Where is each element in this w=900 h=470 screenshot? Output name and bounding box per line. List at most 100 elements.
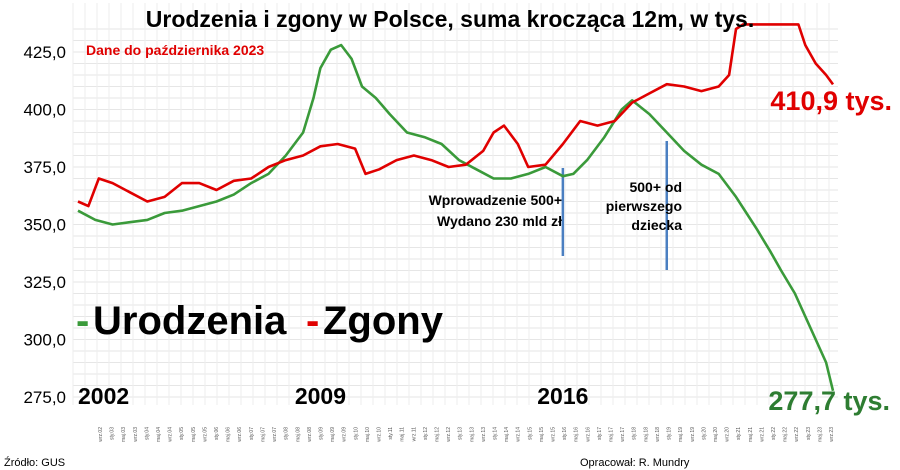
x-tick-label: maj.15 [539, 427, 545, 442]
x-tick-label: sty.22 [771, 427, 777, 440]
y-tick-label: 400,0 [23, 101, 66, 120]
x-tick-label: sty.07 [249, 427, 255, 440]
legend-births-marker: - [76, 299, 89, 343]
series-lines [77, 23, 835, 392]
x-tick-label: sty.18 [632, 427, 638, 440]
x-tick-label: sty.11 [388, 427, 394, 440]
y-tick-label: 300,0 [23, 331, 66, 350]
x-tick-label: sty.15 [527, 427, 533, 440]
x-tick-label: wrz.09 [342, 427, 348, 442]
x-tick-label: wrz.22 [794, 427, 800, 442]
x-tick-label: sty.12 [423, 427, 429, 440]
x-tick-label: wrz.19 [690, 427, 696, 442]
year-label: 2009 [295, 383, 346, 409]
grid-lines [72, 3, 838, 405]
x-tick-label: wrz.07 [272, 427, 278, 442]
author-label: Opracował: R. Mundry [580, 457, 690, 469]
x-tick-label: wrz.06 [237, 427, 243, 442]
x-tick-label: wrz.02 [98, 427, 104, 442]
x-tick-label: maj.08 [295, 427, 301, 442]
legend-deaths-marker: - [306, 299, 319, 343]
x-tick-label: wrz.08 [307, 427, 313, 442]
x-tick-label: maj.17 [609, 427, 615, 442]
x-tick-label: maj.16 [574, 427, 580, 442]
year-label: 2016 [537, 383, 588, 409]
legend-births-label: Urodzenia [93, 299, 287, 343]
y-tick-label: 350,0 [23, 216, 66, 235]
x-tick-label: maj.18 [643, 427, 649, 442]
year-label: 2002 [78, 383, 129, 409]
x-tick-label: sty.19 [667, 427, 673, 440]
x-tick-label: wrz.20 [725, 427, 731, 442]
annotation-first-child-line1: 500+ od [629, 179, 682, 195]
x-tick-label: maj.22 [783, 427, 789, 442]
x-axis-ticks: wrz.02 sty.03 maj.03 wrz.03 sty.04 maj.04 wrz.… [98, 427, 835, 442]
x-tick-label: maj.12 [434, 427, 440, 442]
x-tick-label: sty.23 [806, 427, 812, 440]
x-tick-label: sty.14 [493, 427, 499, 440]
x-tick-label: wrz.21 [759, 427, 765, 442]
chart-subtitle: Dane do października 2023 [86, 42, 264, 58]
annotation-lines [561, 141, 669, 270]
x-tick-label: wrz.16 [585, 427, 591, 442]
x-tick-label: maj.19 [678, 427, 684, 442]
annotation-500plus-line2: Wydano 230 mld zł [437, 213, 562, 229]
x-tick-label: maj.09 [330, 427, 336, 442]
x-tick-label: maj.20 [713, 427, 719, 442]
annotation-first-child-line3: dziecka [631, 217, 682, 233]
x-tick-label: wrz.11 [411, 427, 417, 442]
x-tick-label: maj.23 [817, 427, 823, 442]
x-tick-label: maj.03 [121, 427, 127, 442]
x-tick-label: sty.08 [284, 427, 290, 440]
x-tick-label: maj.07 [260, 427, 266, 442]
x-tick-label: wrz.14 [516, 427, 522, 442]
x-tick-label: sty.09 [318, 427, 324, 440]
annotation-first-child-line2: pierwszego [606, 198, 682, 214]
x-tick-label: maj.10 [365, 427, 371, 442]
y-axis-ticks: 425,0 400,0 375,0 350,0 325,0 300,0 275,0 [23, 43, 66, 407]
deaths-end-label: 410,9 tys. [770, 86, 892, 116]
y-tick-label: 275,0 [23, 388, 66, 407]
annotation-500plus: Wprowadzenie 500+ Wydano 230 mld zł [429, 192, 563, 229]
x-tick-label: wrz.17 [620, 427, 626, 442]
annotation-500plus-line1: Wprowadzenie 500+ [429, 192, 562, 208]
source-label: Źródło: GUS [4, 456, 65, 469]
y-tick-label: 325,0 [23, 273, 66, 292]
x-tick-label: maj.21 [748, 427, 754, 442]
births-end-label: 277,7 tys. [768, 386, 890, 416]
x-tick-label: maj.06 [226, 427, 232, 442]
x-tick-label: sty.20 [701, 427, 707, 440]
x-tick-label: wrz.15 [551, 427, 557, 442]
legend: - Urodzenia - Zgony [76, 299, 444, 343]
x-tick-label: sty.06 [214, 427, 220, 440]
x-tick-label: maj.14 [504, 427, 510, 442]
x-tick-label: wrz.12 [446, 427, 452, 442]
legend-deaths-label: Zgony [323, 299, 444, 343]
x-tick-label: wrz.03 [133, 427, 139, 442]
x-tick-label: wrz.05 [202, 427, 208, 442]
x-tick-label: wrz.18 [655, 427, 661, 442]
chart-title: Urodzenia i zgony w Polsce, suma krocząc… [146, 6, 754, 32]
x-tick-label: maj.13 [469, 427, 475, 442]
annotation-500plus-first-child: 500+ od pierwszego dziecka [606, 179, 682, 233]
x-tick-label: sty.21 [736, 427, 742, 440]
x-tick-label: sty.17 [597, 427, 603, 440]
x-tick-label: sty.04 [144, 427, 150, 440]
x-tick-label: sty.05 [179, 427, 185, 440]
x-tick-label: maj.04 [156, 427, 162, 442]
y-tick-label: 375,0 [23, 158, 66, 177]
x-tick-label: sty.13 [458, 427, 464, 440]
x-tick-label: wrz.10 [376, 427, 382, 442]
y-tick-label: 425,0 [23, 43, 66, 62]
year-labels: 2002 2009 2016 [78, 383, 588, 409]
x-tick-label: maj.05 [191, 427, 197, 442]
x-tick-label: sty.16 [562, 427, 568, 440]
x-tick-label: wrz.13 [481, 427, 487, 442]
x-tick-label: sty.10 [353, 427, 359, 440]
x-tick-label: wrz.04 [168, 427, 174, 442]
x-tick-label: sty.03 [110, 427, 116, 440]
series-line-zgony [77, 23, 835, 208]
x-tick-label: wrz.23 [829, 427, 835, 442]
x-tick-label: maj.11 [400, 427, 406, 442]
